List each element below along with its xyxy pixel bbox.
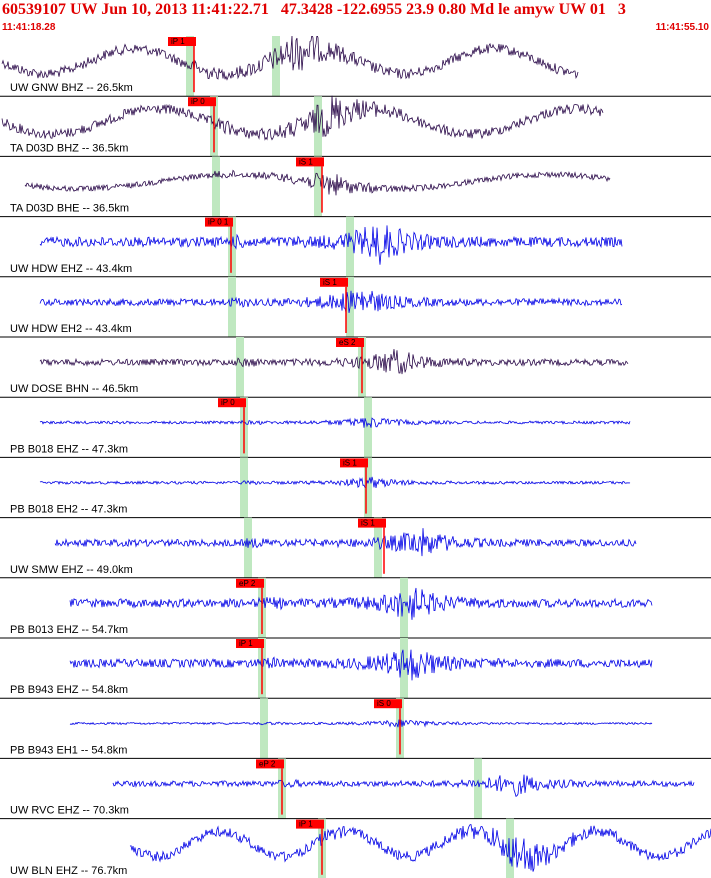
phase-pick-label: eP 2: [259, 759, 276, 768]
phase-window-band: [346, 216, 354, 277]
waveform-trace: [39, 290, 623, 313]
phase-pick-label: iP 1: [299, 820, 313, 829]
phase-pick-marker[interactable]: iS 0: [374, 699, 402, 755]
waveform-trace: [1, 95, 604, 141]
station-label: PB B018 EH2 -- 47.3km: [10, 504, 127, 516]
waveform-trace: [54, 528, 637, 557]
station-label: UW RVC EHZ -- 70.3km: [10, 805, 129, 817]
trace-panel: iS 0 PB B943 EH1 -- 54.8km: [0, 698, 711, 759]
phase-pick-label: eS 2: [339, 338, 356, 347]
phase-window-band: [240, 457, 248, 518]
phase-pick-label: iS 1: [343, 458, 357, 467]
waveform-trace: [39, 349, 629, 375]
trace-panel: iP 0 PB B018 EHZ -- 47.3km: [0, 397, 711, 458]
phase-pick-marker[interactable]: iS 1: [340, 458, 368, 514]
trace-panel: iS 1 TA D03D BHE -- 36.5km: [0, 156, 711, 218]
time-start-label: 11:41:18.28: [2, 22, 56, 33]
phase-window-band: [186, 36, 194, 97]
waveform-trace: [24, 169, 611, 196]
trace-panel: eP 2 PB B013 EHZ -- 54.7km: [0, 577, 711, 639]
station-label: UW SMW EHZ -- 49.0km: [10, 564, 133, 576]
phase-window-band: [314, 96, 322, 157]
station-label: UW DOSE BHN -- 46.5km: [10, 383, 138, 395]
phase-window-band: [364, 397, 372, 458]
phase-window-band: [260, 698, 268, 759]
waveform-trace: [129, 824, 711, 872]
phase-window-band: [364, 457, 372, 518]
station-label: PB B943 EH1 -- 54.8km: [10, 744, 127, 756]
phase-pick-marker[interactable]: iP 0: [218, 398, 246, 454]
phase-pick-label: iP 1: [239, 639, 253, 648]
trace-panel: iP 1 UW BLN EHZ -- 76.7km: [10, 818, 711, 878]
trace-panel: iS 1 PB B018 EH2 -- 47.3km: [0, 457, 711, 519]
phase-window-band: [314, 156, 322, 217]
seismogram-header: 60539107 UW Jun 10, 2013 11:41:22.71 47.…: [0, 0, 711, 36]
trace-panel: iP 1 UW GNW BHZ -- 26.5km: [0, 36, 711, 97]
phase-window-band: [474, 758, 482, 819]
phase-pick-marker[interactable]: iS 1: [296, 157, 324, 213]
phase-pick-marker[interactable]: eP 2: [256, 759, 284, 815]
phase-window-band: [272, 36, 280, 97]
station-label: UW BLN EHZ -- 76.7km: [10, 865, 127, 877]
phase-pick-label: iS 1: [361, 519, 375, 528]
phase-pick-marker[interactable]: iP 0: [188, 97, 216, 153]
trace-panel: iP 0 1 UW HDW EHZ -- 43.4km: [0, 216, 711, 278]
phase-window-band: [400, 577, 408, 638]
phase-pick-marker[interactable]: iP 1: [236, 639, 264, 695]
phase-window-band: [228, 276, 236, 337]
phase-window-band: [228, 216, 236, 277]
phase-window-band: [236, 337, 244, 398]
phase-pick-label: iS 0: [377, 699, 391, 708]
station-label: UW HDW EHZ -- 43.4km: [10, 263, 132, 275]
phase-window-band: [212, 156, 220, 217]
waveform-trace: [69, 587, 653, 620]
station-label: PB B943 EHZ -- 54.8km: [10, 684, 128, 696]
station-label: PB B013 EHZ -- 54.7km: [10, 624, 128, 636]
trace-panel: iP 0 TA D03D BHZ -- 36.5km: [0, 95, 711, 157]
phase-pick-marker[interactable]: iP 0 1: [205, 217, 233, 273]
station-label: UW GNW BHZ -- 26.5km: [10, 82, 133, 94]
trace-panel: iS 1 UW HDW EH2 -- 43.4km: [0, 276, 711, 338]
phase-pick-label: iP 0: [191, 97, 205, 106]
waveform-trace: [112, 774, 695, 798]
phase-pick-label: iP 0 1: [208, 218, 229, 227]
phase-pick-marker[interactable]: eS 2: [336, 338, 364, 394]
phase-window-band: [506, 818, 514, 878]
seismogram-plot: iP 1 UW GNW BHZ -- 26.5km iP 0 TA D03D BHZ …: [0, 36, 711, 878]
waveform-trace: [39, 417, 631, 428]
station-label: PB B018 EHZ -- 47.3km: [10, 443, 128, 455]
station-label: TA D03D BHZ -- 36.5km: [10, 142, 128, 154]
event-title: 60539107 UW Jun 10, 2013 11:41:22.71 47.…: [2, 1, 626, 18]
waveform-trace: [39, 225, 623, 265]
trace-panel: iP 1 PB B943 EHZ -- 54.8km: [0, 638, 711, 699]
phase-pick-label: iP 0: [221, 398, 235, 407]
phase-pick-label: eP 2: [239, 579, 256, 588]
phase-pick-label: iS 1: [323, 278, 337, 287]
waveform-trace: [39, 476, 631, 489]
waveform-trace: [1, 36, 579, 81]
phase-window-band: [374, 517, 382, 578]
waveform-trace: [69, 649, 653, 681]
phase-pick-label: iP 1: [171, 37, 185, 46]
trace-panel: eP 2 UW RVC EHZ -- 70.3km: [0, 758, 711, 820]
phase-pick-marker[interactable]: iS 1: [358, 518, 386, 574]
trace-panel: iS 1 UW SMW EHZ -- 49.0km: [0, 517, 711, 579]
phase-pick-marker[interactable]: eP 2: [236, 578, 264, 634]
station-label: UW HDW EH2 -- 43.4km: [10, 323, 132, 335]
time-end-label: 11:41:55.10: [655, 22, 709, 33]
phase-pick-marker[interactable]: iS 1: [320, 277, 348, 333]
phase-pick-marker[interactable]: iP 1: [168, 37, 196, 93]
station-label: TA D03D BHE -- 36.5km: [10, 203, 129, 215]
phase-pick-label: iS 1: [299, 157, 313, 166]
trace-panel: eS 2 UW DOSE BHN -- 46.5km: [0, 337, 711, 398]
waveform-trace: [69, 719, 653, 728]
phase-pick-marker[interactable]: iP 1: [296, 819, 324, 875]
